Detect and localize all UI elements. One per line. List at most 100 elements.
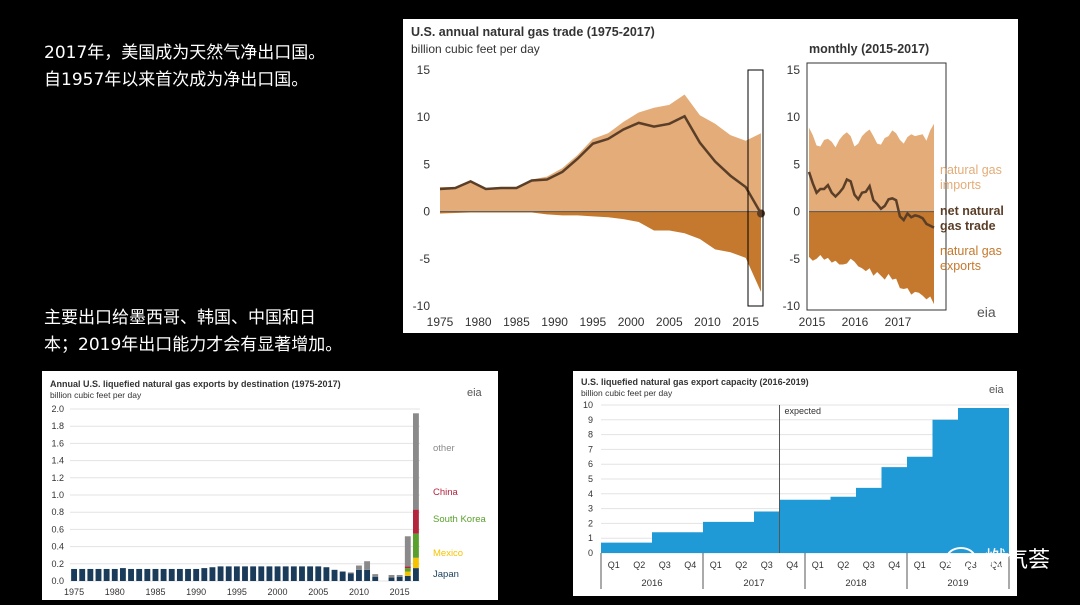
lng-destination-title: Annual U.S. liquefied natural gas export… [50, 379, 341, 389]
eia-logo-2: eia [467, 387, 483, 399]
monthly-x-tick-label: 2016 [842, 315, 869, 329]
bar-japan [185, 568, 191, 581]
highlight-box [747, 69, 764, 307]
eia-logo: eia [977, 304, 996, 320]
x-tick-label: 2005 [656, 315, 683, 329]
y-tick-label: 1.0 [51, 490, 64, 500]
y-tick-label: 10 [583, 400, 593, 410]
x-tick-label: 1985 [503, 315, 530, 329]
x-tick-label: 2015 [390, 587, 410, 597]
quarter-label: Q3 [659, 560, 671, 570]
x-tick-label: 1995 [227, 587, 247, 597]
bar-mexico [404, 571, 411, 576]
bar-japan [95, 568, 102, 581]
quarter-label: Q3 [863, 560, 875, 570]
bar-other [413, 413, 419, 510]
y-tick-label: 0 [588, 548, 593, 558]
bar-japan [209, 567, 216, 581]
eia-logo-3: eia [989, 384, 1005, 396]
bar-china [404, 566, 411, 569]
bar-japan [404, 575, 411, 581]
x-tick-label: 2000 [618, 315, 645, 329]
year-label: 2019 [947, 578, 968, 589]
monthly-y-tick-label: 0 [793, 205, 800, 219]
lng-capacity-chart: U.S. liquefied natural gas export capaci… [581, 377, 1010, 589]
bar-japan [201, 568, 208, 581]
bar-japan [79, 568, 86, 581]
y-tick-label: 2.0 [51, 404, 64, 414]
bar-japan [242, 566, 248, 581]
imports-area [440, 94, 761, 212]
quarter-label: Q1 [710, 560, 722, 570]
bar-japan [160, 568, 167, 581]
y-tick-label: 10 [417, 110, 431, 124]
monthly-y-tick-label: 15 [787, 63, 801, 77]
bar-other [364, 561, 371, 570]
legend-net: net natural gas trade [940, 204, 1004, 233]
year-label: 2017 [743, 578, 764, 589]
exports-area [440, 211, 761, 292]
monthly-frame [806, 62, 947, 311]
bar-japan [258, 566, 265, 581]
monthly-x-tick-label: 2017 [885, 315, 912, 329]
x-tick-label: 2010 [694, 315, 721, 329]
monthly-net-line [807, 171, 935, 229]
y-tick-label: 1.6 [51, 438, 64, 448]
y-tick-label: 4 [588, 489, 593, 499]
net-trade-endpoint [757, 209, 765, 218]
bar-japan [111, 568, 118, 581]
bar-japan [413, 568, 419, 581]
bar-other [347, 572, 354, 574]
y-tick-label: 5 [588, 474, 593, 484]
y-tick-label: 1.8 [51, 421, 64, 431]
y-tick-label: 0.4 [51, 542, 64, 552]
x-tick-label: 1980 [105, 587, 125, 597]
x-tick-label: 1975 [64, 587, 84, 597]
legend-japan: Japan [433, 569, 459, 580]
y-tick-label: 1 [588, 533, 593, 543]
monthly-y-tick-label: 10 [787, 110, 801, 124]
headline-line-2: 自1957年以来首次成为净出口国。 [44, 70, 309, 90]
bar-japan [193, 568, 200, 581]
lng-destination-panel: Annual U.S. liquefied natural gas export… [42, 371, 498, 600]
legend-other: other [433, 443, 455, 454]
net-trade-line [439, 114, 763, 215]
bar-other [372, 574, 379, 577]
watermark: 燃气荟 [945, 542, 1050, 574]
y-tick-label: 9 [588, 415, 593, 425]
chat-bubble-icon [945, 547, 976, 569]
bar-mexico [413, 557, 419, 569]
bar-japan [307, 566, 314, 581]
year-label: 2016 [641, 578, 662, 589]
lng-capacity-title: U.S. liquefied natural gas export capaci… [581, 377, 809, 387]
x-tick-label: 2000 [268, 587, 288, 597]
quarter-label: Q3 [761, 560, 773, 570]
bar-other [388, 574, 395, 578]
bar-japan [71, 568, 77, 581]
bar-japan [144, 568, 151, 581]
x-tick-label: 1995 [580, 315, 607, 329]
bar-japan [364, 569, 371, 581]
legend-exports: natural gas exports [940, 244, 1002, 273]
monthly-chart-title: monthly (2015-2017) [809, 42, 929, 56]
subtext-line-2: 本；2019年出口能力才会有显著增加。 [44, 335, 343, 355]
bar-japan [152, 568, 159, 581]
x-tick-label: 1990 [186, 587, 206, 597]
quarter-label: Q4 [786, 560, 798, 570]
x-tick-label: 1975 [427, 315, 454, 329]
lng-capacity-subtitle: billion cubic feet per day [581, 388, 673, 398]
x-tick-label: 1980 [465, 315, 492, 329]
y-tick-label: 8 [588, 430, 593, 440]
bar-japan [388, 577, 395, 581]
x-tick-label: 2005 [308, 587, 328, 597]
y-tick-label: 5 [423, 157, 430, 171]
year-label: 2018 [845, 578, 866, 589]
bar-japan [315, 566, 322, 581]
bar-japan [266, 566, 273, 581]
bar-japan [250, 566, 257, 581]
y-tick-label: 6 [588, 459, 593, 469]
y-tick-label: 2 [588, 518, 593, 528]
monthly-x-tick-label: 2015 [799, 315, 826, 329]
quarter-label: Q4 [990, 560, 1002, 570]
bar-japan [290, 566, 297, 581]
